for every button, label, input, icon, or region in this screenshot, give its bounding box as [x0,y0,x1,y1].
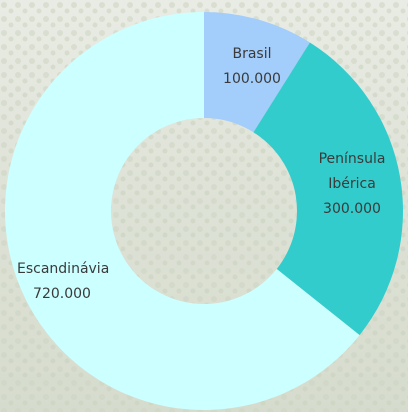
category-label: Península Ibérica [312,147,392,197]
value-label: 720.000 [17,282,107,307]
chart: Brasil100.000 Península Ibérica300.000 Esc… [0,0,408,412]
category-label: Brasil [207,42,297,67]
value-label: 100.000 [207,67,297,92]
value-label: 300.000 [312,197,392,222]
category-label: Escandinávia [17,257,107,282]
